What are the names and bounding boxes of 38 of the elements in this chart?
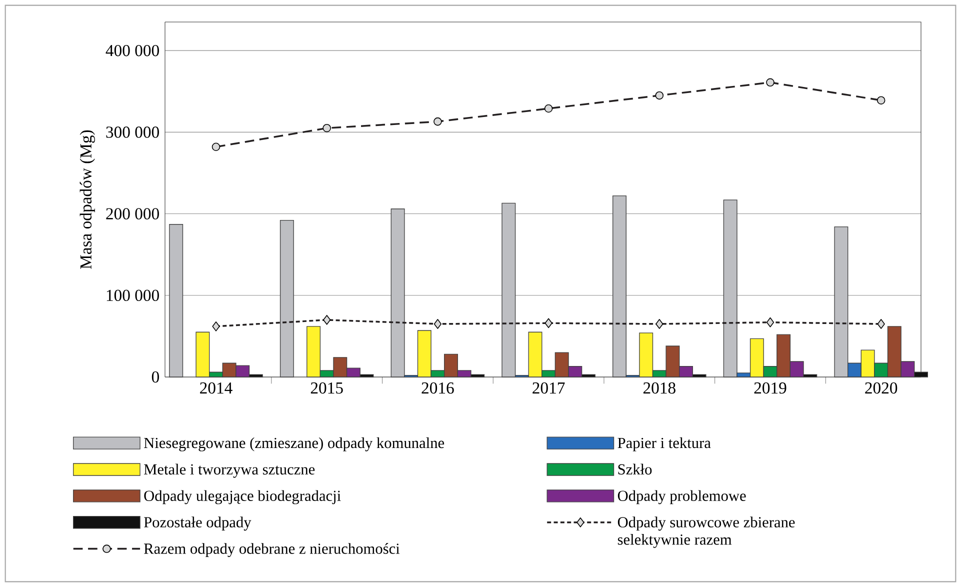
- legend-label: Niesegregowane (zmieszane) odpady komunalne: [144, 437, 444, 452]
- x-tick-label: 2018: [643, 382, 676, 394]
- point: [323, 314, 331, 325]
- point: [766, 317, 774, 328]
- y-axis-title: Masa odpadów (Mg): [80, 130, 95, 269]
- point: [656, 319, 664, 329]
- legend-label: Pozostałe odpady: [144, 516, 252, 531]
- x-tick-label: 2015: [310, 382, 343, 394]
- legend-label: Szkło: [618, 464, 652, 475]
- point: [212, 321, 220, 332]
- point: [766, 78, 774, 87]
- point: [212, 142, 220, 151]
- point: [544, 104, 553, 113]
- x-tick-label: 2016: [422, 382, 454, 394]
- point: [434, 117, 442, 126]
- legend-label: Razem odpady odebrane z nieruchomości: [144, 543, 400, 558]
- x-tick-label: 2020: [865, 382, 898, 394]
- y-tick-label: 300 000: [106, 126, 159, 138]
- legend-label: Odpady surowcowe zbierane selektywnie razem: [618, 516, 795, 548]
- point: [876, 96, 886, 104]
- point: [322, 124, 331, 132]
- point: [434, 319, 442, 329]
- point: [877, 319, 885, 329]
- bar: [280, 220, 294, 378]
- y-tick-label: 0: [152, 371, 159, 383]
- y-tick-label: 200 000: [106, 208, 159, 220]
- y-tick-label: 100 000: [106, 290, 159, 302]
- legend-label: Odpady ulegające biodegradacji: [144, 490, 341, 504]
- legend-label: Odpady problemowe: [618, 490, 746, 504]
- x-tick-label: 2019: [754, 382, 786, 394]
- y-tick-label: 400 000: [106, 44, 159, 56]
- point: [544, 318, 552, 328]
- legend-label: Papier i tektura: [618, 437, 711, 452]
- x-tick-label: 2017: [532, 382, 565, 394]
- point: [655, 91, 664, 100]
- legend-label: Metale i tworzywa sztuczne: [144, 464, 315, 478]
- x-tick-label: 2014: [200, 382, 232, 394]
- bar: [169, 224, 184, 378]
